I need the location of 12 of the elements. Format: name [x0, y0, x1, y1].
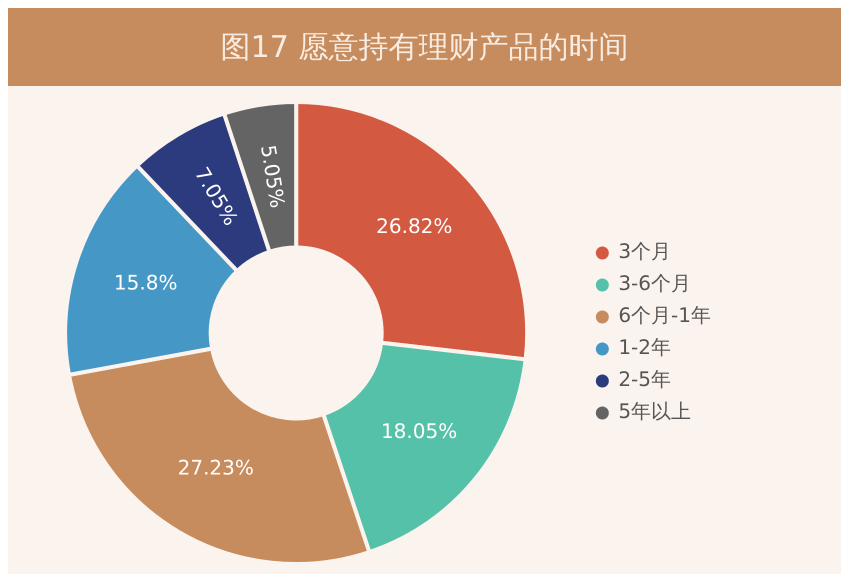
legend-label: 1-2年 [618, 335, 672, 360]
legend-label: 2-5年 [618, 367, 672, 392]
data-label: 27.23% [178, 455, 254, 480]
legend-label: 3个月 [618, 239, 672, 264]
data-label: 15.8% [114, 270, 178, 294]
data-label: 5.05% [256, 143, 290, 210]
legend-label: 6个月-1年 [618, 303, 712, 328]
data-label: 26.82% [376, 214, 452, 238]
legend-label: 5年以上 [618, 399, 692, 424]
chart-title: 图17 愿意持有理财产品的时间 [8, 8, 841, 86]
data-label: 18.05% [380, 418, 458, 443]
legend-label: 3-6个月 [618, 271, 692, 296]
